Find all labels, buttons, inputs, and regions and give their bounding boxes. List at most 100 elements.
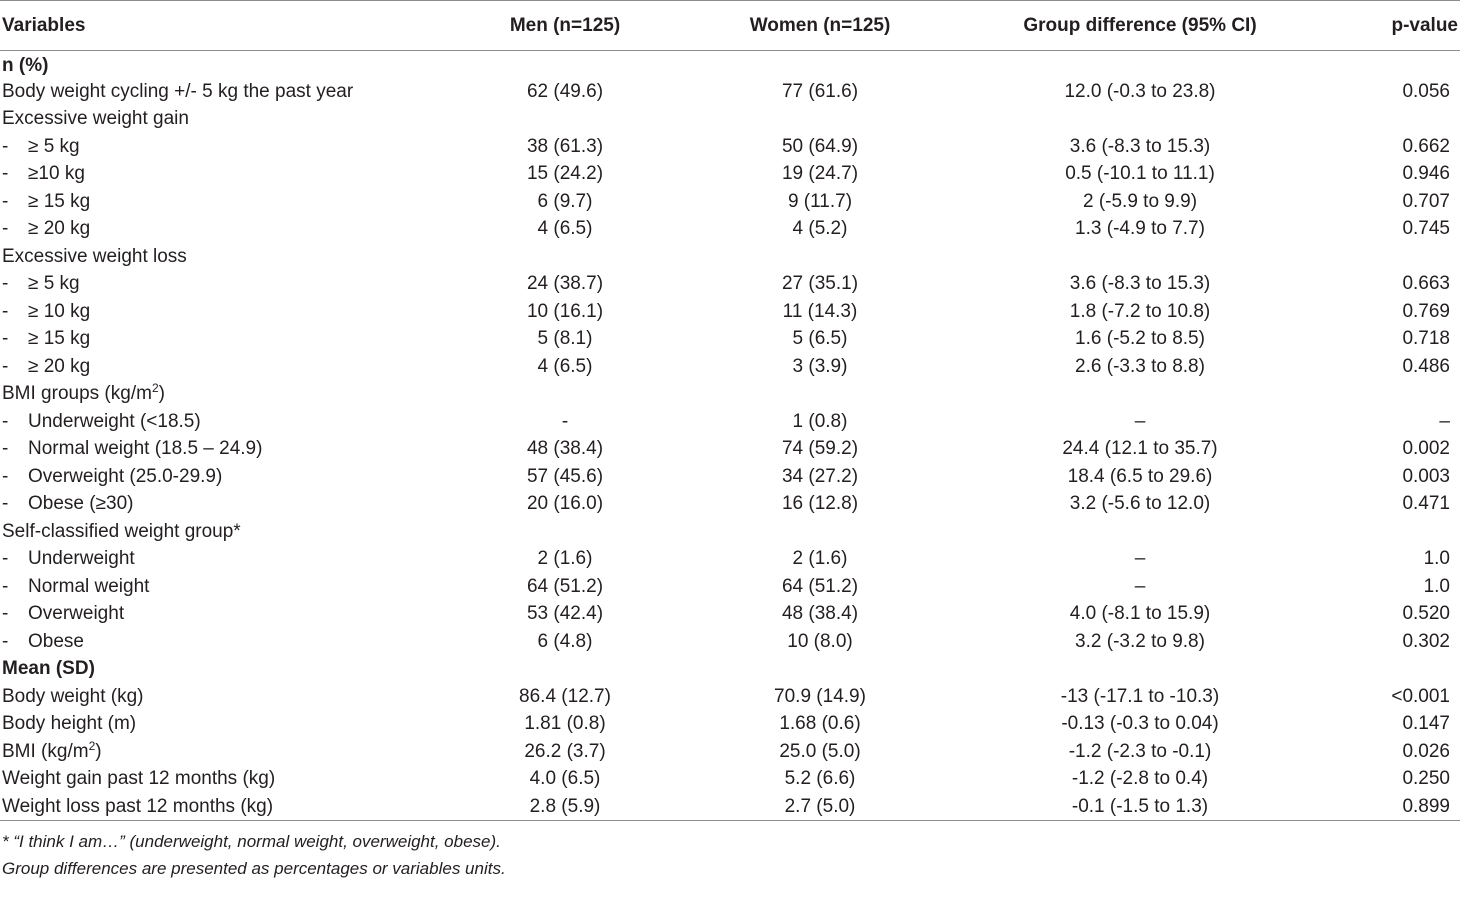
table-row: Self-classified weight group*	[0, 518, 1460, 546]
p-value: <0.001	[1391, 685, 1450, 707]
variable-label-text: ≥10 kg	[28, 163, 85, 185]
p-value: 0.718	[1402, 328, 1450, 350]
women-value: 50 (64.9)	[781, 135, 859, 157]
women-value: 5.2 (6.6)	[784, 768, 856, 790]
variable-label: - Normal weight	[0, 573, 440, 601]
variable-label-text: Excessive weight loss	[2, 245, 187, 267]
variable-label-text: Underweight (<18.5)	[28, 410, 201, 432]
variable-label-text: Overweight (25.0-29.9)	[28, 465, 223, 487]
p-value	[1320, 381, 1460, 409]
variable-label: BMI (kg/m2)	[0, 738, 440, 766]
list-dash: -	[2, 465, 9, 487]
men-value: 38 (61.3)	[526, 135, 604, 157]
results-table: Variables Men (n=125) Women (n=125) Grou…	[0, 0, 1460, 821]
variable-label-text: Body weight (kg)	[2, 685, 144, 707]
list-dash: -	[2, 438, 9, 460]
header-p-value: p-value	[1320, 0, 1460, 51]
variable-label-text: ≥ 5 kg	[28, 273, 80, 295]
variable-label-suffix: )	[158, 383, 165, 405]
variable-label-text: ≥ 20 kg	[28, 218, 91, 240]
women-value: 27 (35.1)	[781, 273, 859, 295]
p-value: 0.302	[1402, 630, 1450, 652]
group-difference-value: 3.6 (-8.3 to 15.3)	[1069, 273, 1211, 295]
table-row: - ≥ 20 kg 4 (6.5) 4 (5.2) 1.3 (-4.9 to 7.7) 0…	[0, 216, 1460, 244]
men-value	[440, 243, 670, 271]
variable-label: - ≥ 15 kg	[0, 326, 440, 354]
men-value: 2 (1.6)	[537, 548, 593, 570]
table-row: - Underweight 2 (1.6) 2 (1.6) – 1.0	[0, 546, 1460, 574]
header-men: Men (n=125)	[440, 0, 670, 51]
group-difference-value: 4.0 (-8.1 to 15.9)	[1069, 603, 1211, 625]
variable-label: Self-classified weight group*	[0, 518, 440, 546]
women-value: 1 (0.8)	[792, 410, 848, 432]
women-value	[670, 381, 960, 409]
table-body: n (%) Body weight cycling +/- 5 kg the pa…	[0, 51, 1460, 821]
footnotes: * “I think I am…” (underweight, normal w…	[0, 828, 1460, 882]
group-difference-value: 24.4 (12.1 to 35.7)	[1062, 438, 1218, 460]
p-value: 0.769	[1402, 300, 1450, 322]
men-value: 57 (45.6)	[526, 465, 604, 487]
list-dash: -	[2, 630, 9, 652]
men-value: 86.4 (12.7)	[519, 685, 611, 707]
variable-label-text: Normal weight (18.5 – 24.9)	[28, 438, 263, 460]
p-value	[1320, 243, 1460, 271]
p-value	[1320, 518, 1460, 546]
list-dash: -	[2, 548, 9, 570]
men-value	[440, 381, 670, 409]
women-value: 70.9 (14.9)	[774, 685, 866, 707]
p-value: 0.056	[1402, 80, 1450, 102]
header-group-difference: Group difference (95% CI)	[960, 0, 1320, 51]
women-value: 2 (1.6)	[792, 548, 848, 570]
variable-label: - Obese	[0, 628, 440, 656]
variable-label-text: Mean (SD)	[2, 658, 95, 680]
list-dash: -	[2, 410, 9, 432]
variable-label-text: ≥ 15 kg	[28, 328, 91, 350]
p-value: 0.899	[1320, 793, 1460, 821]
variable-label: - ≥ 20 kg	[0, 353, 440, 381]
men-value	[440, 106, 670, 134]
women-value: 19 (24.7)	[781, 163, 859, 185]
men-value: 24 (38.7)	[526, 273, 604, 295]
footnote-group-differences: Group differences are presented as perce…	[2, 859, 506, 878]
table-row: BMI groups (kg/m2)	[0, 381, 1460, 409]
variable-label: - Overweight	[0, 601, 440, 629]
variable-label: - ≥ 5 kg	[0, 133, 440, 161]
women-value	[670, 106, 960, 134]
p-value	[1320, 51, 1460, 79]
men-value: 1.81 (0.8)	[524, 713, 606, 735]
men-value	[440, 518, 670, 546]
women-value	[670, 656, 960, 684]
header-row: Variables Men (n=125) Women (n=125) Grou…	[0, 0, 1460, 51]
table-row: Body weight (kg) 86.4 (12.7) 70.9 (14.9) -1…	[0, 683, 1460, 711]
p-value: 0.250	[1402, 768, 1450, 790]
p-value: 0.002	[1402, 438, 1450, 460]
p-value: 1.0	[1423, 548, 1450, 570]
variable-label: Mean (SD)	[0, 656, 440, 684]
group-difference-value	[960, 106, 1320, 134]
variable-label-text: Obese	[28, 630, 84, 652]
table-row: - ≥ 15 kg 6 (9.7) 9 (11.7) 2 (-5.9 to 9.9) 0.…	[0, 188, 1460, 216]
p-value: 0.147	[1402, 713, 1450, 735]
women-value: 1.68 (0.6)	[779, 713, 861, 735]
table-row: - ≥10 kg 15 (24.2) 19 (24.7) 0.5 (-10.1 to 1…	[0, 161, 1460, 189]
variable-label-text: Self-classified weight group*	[2, 520, 241, 542]
group-difference-value: 18.4 (6.5 to 29.6)	[1067, 465, 1213, 487]
variable-label: Excessive weight gain	[0, 106, 440, 134]
superscript: 2	[151, 381, 159, 396]
table-row: Body weight cycling +/- 5 kg the past ye…	[0, 78, 1460, 106]
women-value: 34 (27.2)	[781, 465, 859, 487]
group-difference-value: –	[1134, 548, 1146, 570]
p-value: 0.745	[1402, 218, 1450, 240]
header-variables: Variables	[0, 0, 440, 51]
p-value: 0.663	[1402, 273, 1450, 295]
group-difference-value: -1.2 (-2.3 to -0.1)	[1068, 740, 1212, 762]
men-value: 48 (38.4)	[526, 438, 604, 460]
list-dash: -	[2, 575, 9, 597]
group-difference-value: 1.6 (-5.2 to 8.5)	[1075, 328, 1205, 350]
variable-label-text: Underweight	[28, 548, 135, 570]
group-difference-value: 3.2 (-5.6 to 12.0)	[1069, 493, 1211, 515]
men-value: 4 (6.5)	[537, 355, 593, 377]
women-value: 2.7 (5.0)	[670, 793, 960, 821]
women-value: 4 (5.2)	[792, 218, 848, 240]
women-value: 77 (61.6)	[781, 80, 859, 102]
